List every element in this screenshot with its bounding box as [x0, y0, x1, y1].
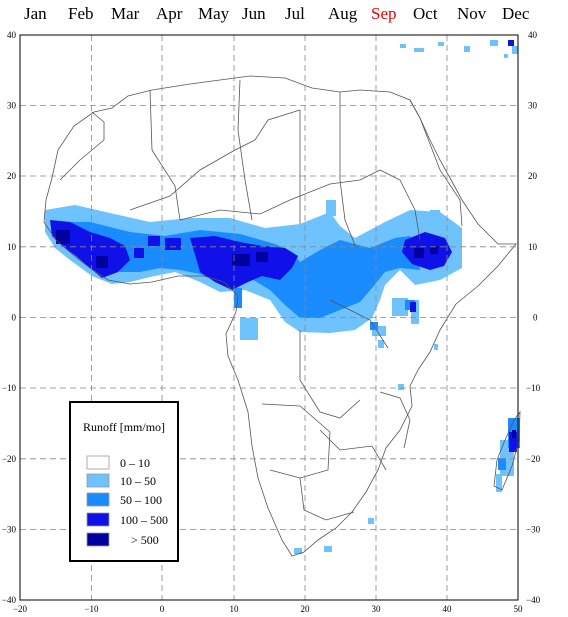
y-tick-right: −20 [526, 454, 541, 464]
legend-label: 10 – 50 [120, 474, 156, 488]
month-jul[interactable]: Jul [285, 4, 305, 23]
legend-label: 50 – 100 [120, 493, 162, 507]
y-tick-left: −20 [2, 454, 17, 464]
y-tick-left: 0 [12, 313, 17, 323]
y-tick-right: −10 [526, 383, 541, 393]
y-tick-left: −10 [2, 383, 17, 393]
y-tick-right: 30 [528, 101, 538, 111]
x-tick: 20 [301, 604, 311, 614]
month-dec[interactable]: Dec [502, 4, 530, 23]
legend-label: > 500 [131, 533, 159, 547]
x-tick: −10 [84, 604, 99, 614]
y-tick-left: 10 [7, 242, 17, 252]
legend-swatch [86, 473, 110, 488]
legend: Runoff [mm/mo] 0 – 10 10 – 50 50 – 100 1… [69, 401, 179, 562]
month-selector: Jan Feb Mar Apr May Jun Jul Aug Sep Oct … [0, 4, 568, 28]
y-tick-right: 0 [533, 313, 538, 323]
x-tick: 10 [230, 604, 240, 614]
y-tick-right: 10 [528, 242, 538, 252]
legend-swatch [86, 455, 110, 470]
y-tick-right: 20 [528, 171, 538, 181]
y-tick-right: 40 [528, 30, 538, 40]
y-tick-left: 20 [7, 171, 17, 181]
month-sep[interactable]: Sep [371, 4, 397, 23]
y-tick-left: −40 [2, 595, 17, 605]
map-frame [19, 34, 519, 601]
month-aug[interactable]: Aug [328, 4, 358, 23]
x-tick: 50 [514, 604, 524, 614]
coastline-layer [43, 75, 521, 557]
y-tick-left: 30 [7, 101, 17, 111]
graticule [20, 35, 518, 600]
month-nov[interactable]: Nov [457, 4, 487, 23]
month-mar[interactable]: Mar [111, 4, 140, 23]
x-tick: 30 [372, 604, 382, 614]
x-tick: −20 [13, 604, 28, 614]
x-axis-labels: −20 −10 0 10 20 30 40 50 [13, 604, 523, 614]
y-tick-left: 40 [7, 30, 17, 40]
y-axis-labels-right: 40 30 20 10 0 −10 −20 −30 −40 [526, 30, 541, 605]
legend-swatch [86, 492, 110, 507]
x-tick: 0 [160, 604, 165, 614]
legend-swatch [86, 512, 110, 527]
runoff-layer [45, 40, 520, 554]
legend-swatch [86, 532, 110, 547]
month-jun[interactable]: Jun [242, 4, 266, 23]
legend-label: 0 – 10 [120, 456, 150, 470]
month-oct[interactable]: Oct [413, 4, 438, 23]
legend-label: 100 – 500 [120, 513, 168, 527]
month-feb[interactable]: Feb [68, 4, 94, 23]
x-tick: 40 [443, 604, 453, 614]
y-tick-right: −40 [526, 595, 541, 605]
y-axis-labels-left: 40 30 20 10 0 −10 −20 −30 −40 [2, 30, 17, 605]
month-apr[interactable]: Apr [156, 4, 183, 23]
month-jan[interactable]: Jan [24, 4, 47, 23]
y-tick-left: −30 [2, 525, 17, 535]
legend-title: Runoff [mm/mo] [83, 420, 165, 434]
month-may[interactable]: May [198, 4, 230, 23]
y-tick-right: −30 [526, 525, 541, 535]
